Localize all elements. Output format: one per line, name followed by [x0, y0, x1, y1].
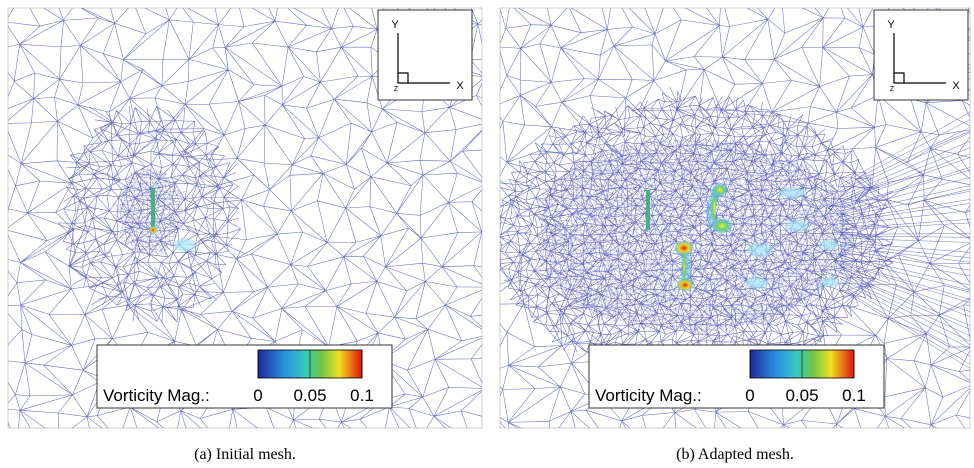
colorbar-tick-label: 0.1	[842, 386, 866, 405]
panel-caption: (b) Adapted mesh.	[676, 446, 794, 463]
panel-frame	[499, 7, 971, 429]
colorbar-title: Vorticity Mag.:	[103, 386, 210, 405]
axis-inset	[873, 9, 969, 101]
colorbar-tick-label: 0	[253, 386, 262, 405]
axis-y-label: Y	[391, 19, 399, 31]
axis-triad	[893, 33, 946, 84]
axis-z-label: Z	[394, 86, 399, 93]
vorticity-b	[646, 184, 840, 291]
axis-z-label: Z	[890, 86, 895, 93]
mesh-edges	[500, 8, 970, 428]
axis-triad	[397, 33, 450, 84]
vorticity-a	[149, 188, 196, 252]
panel-caption: (a) Initial mesh.	[194, 446, 296, 463]
colorbar-tick-label: 0	[745, 386, 754, 405]
colorbar-tick-label: 0.1	[350, 386, 374, 405]
wake-edges	[839, 111, 970, 369]
mesh-edges	[57, 106, 245, 323]
mesh-edges	[112, 165, 186, 256]
colorbar-tick-label: 0.05	[785, 386, 818, 405]
axis-x-label: X	[952, 80, 960, 92]
colorbar-tick-label: 0.05	[293, 386, 326, 405]
colorbar-title: Vorticity Mag.:	[595, 386, 702, 405]
axis-inset	[377, 9, 473, 101]
axis-x-label: X	[456, 80, 464, 92]
axis-y-label: Y	[887, 19, 895, 31]
panel-frame	[7, 7, 483, 429]
